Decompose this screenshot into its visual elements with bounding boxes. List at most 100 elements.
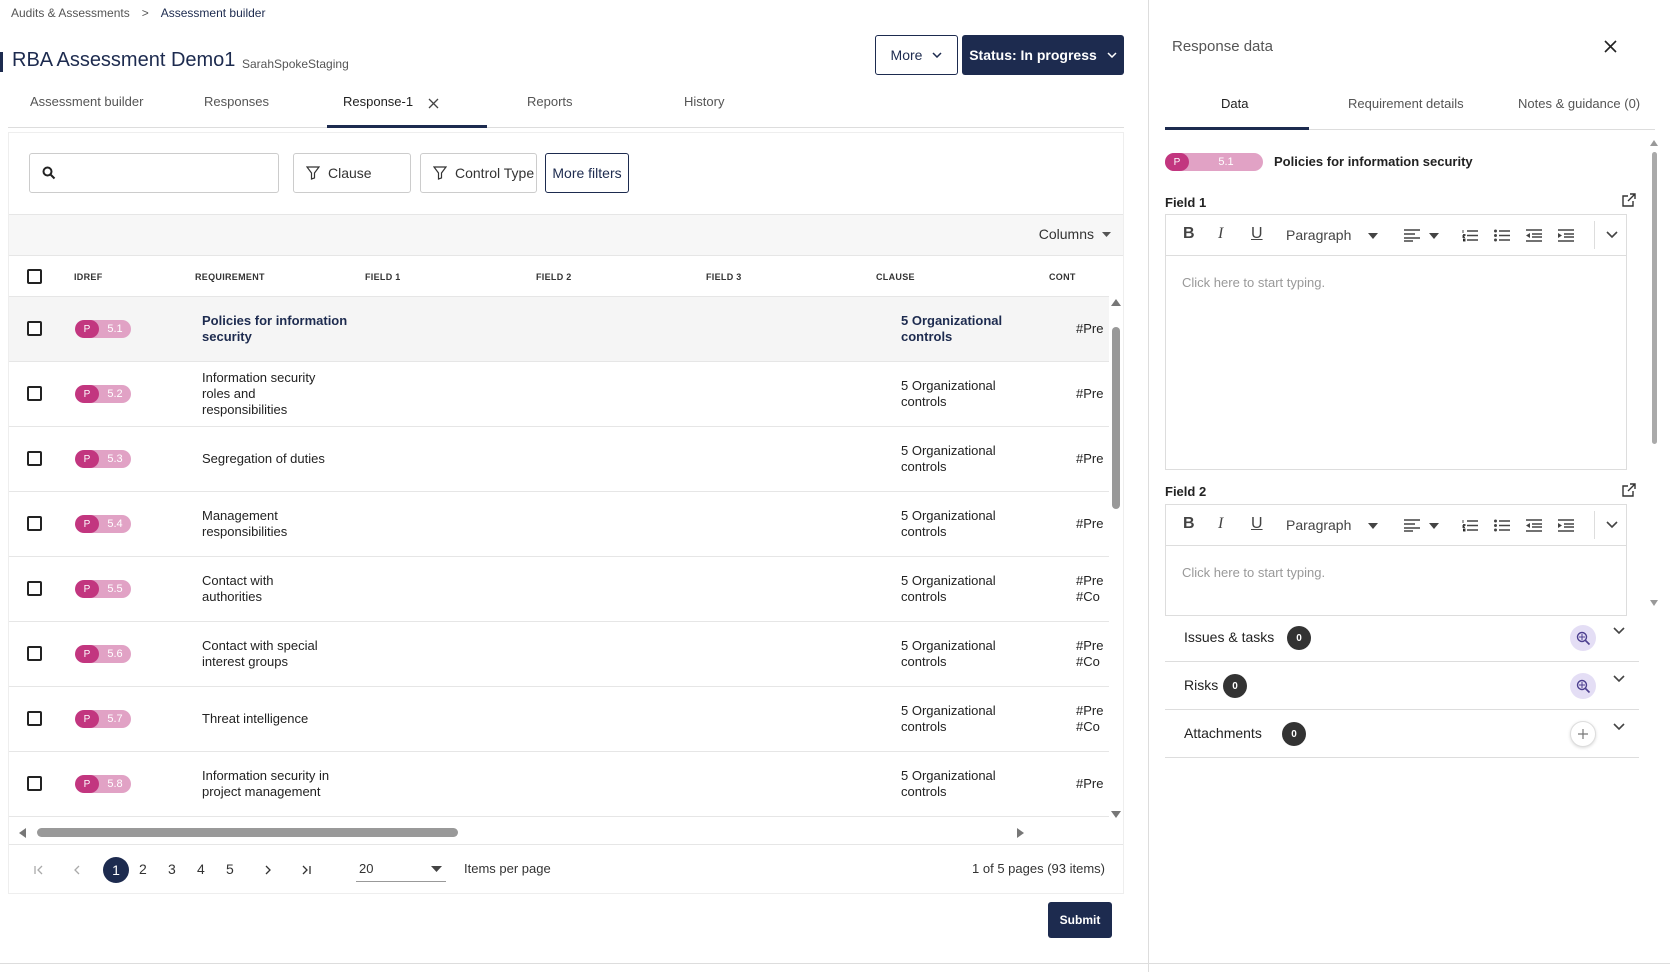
columns-button[interactable]: Columns [1039,226,1111,242]
row-checkbox[interactable] [27,321,42,336]
prev-page-icon[interactable] [73,865,81,875]
vertical-scroll-thumb[interactable] [1112,327,1120,509]
header-clause[interactable]: CLAUSE [876,272,915,282]
row-checkbox[interactable] [27,646,42,661]
requirement-cell[interactable]: Information security in project manageme… [202,768,330,799]
numbered-list-icon[interactable] [1462,229,1478,242]
table-row[interactable]: P 5.6 Contact with special interest group… [9,622,1109,687]
side-scrollbar[interactable] [1650,140,1658,610]
control-type-filter-button[interactable]: Control Type [420,153,537,193]
row-checkbox[interactable] [27,386,42,401]
submit-button[interactable]: Submit [1048,902,1112,938]
issues-tasks-section[interactable]: Issues & tasks 0 [1165,614,1639,662]
bold-button[interactable]: B [1183,225,1195,242]
scroll-down-icon[interactable] [1111,811,1121,818]
table-row[interactable]: P 5.3 Segregation of duties 5 Organizatio… [9,427,1109,492]
bullet-list-icon[interactable] [1494,229,1510,242]
tab-reports[interactable]: Reports [527,94,573,109]
link-risk-icon[interactable] [1570,673,1596,699]
tab-history[interactable]: History [684,94,725,109]
chevron-down-icon[interactable] [1613,723,1625,731]
header-requirement[interactable]: REQUIREMENT [195,272,265,282]
table-row[interactable]: P 5.2 Information security roles and resp… [9,362,1109,427]
requirement-cell[interactable]: Policies for information security [202,313,348,344]
align-left-icon[interactable] [1404,229,1420,242]
add-attachment-icon[interactable] [1570,721,1596,747]
field-2-editor[interactable]: B I U Paragraph Click here to start typi… [1165,504,1627,616]
horizontal-scrollbar[interactable] [9,823,1123,843]
close-tab-icon[interactable] [428,98,439,109]
align-left-icon[interactable] [1404,519,1420,532]
italic-button[interactable]: I [1218,225,1224,242]
header-cont[interactable]: CONT [1049,272,1076,282]
clause-filter-button[interactable]: Clause [293,153,411,193]
underline-button[interactable]: U [1251,225,1263,242]
row-checkbox[interactable] [27,451,42,466]
horizontal-scroll-thumb[interactable] [37,828,458,837]
scroll-left-icon[interactable] [19,828,26,838]
attachments-section[interactable]: Attachments 0 [1165,710,1639,758]
page-1-button[interactable]: 1 [103,857,129,883]
chevron-down-icon[interactable] [1613,675,1625,683]
row-checkbox[interactable] [27,581,42,596]
paragraph-format-select[interactable]: Paragraph [1286,227,1352,243]
row-checkbox[interactable] [27,711,42,726]
close-icon[interactable] [1604,40,1617,53]
page-2-button[interactable]: 2 [139,861,147,877]
requirement-cell[interactable]: Segregation of duties [202,451,325,466]
tab-assessment-builder[interactable]: Assessment builder [30,94,144,109]
tab-response-1[interactable]: Response-1 [343,94,414,109]
requirement-cell[interactable]: Contact with authorities [202,573,274,604]
link-issue-icon[interactable] [1570,625,1596,651]
scroll-right-icon[interactable] [1017,828,1024,838]
underline-button[interactable]: U [1251,515,1263,532]
risks-section[interactable]: Risks 0 [1165,662,1639,710]
table-row[interactable]: P 5.5 Contact with authorities 5 Organiza… [9,557,1109,622]
bold-button[interactable]: B [1183,515,1195,532]
scroll-up-icon[interactable] [1111,299,1121,306]
vertical-scrollbar[interactable] [1109,297,1123,822]
page-4-button[interactable]: 4 [197,861,205,877]
requirement-cell[interactable]: Contact with special interest groups [202,638,318,669]
table-row[interactable]: P 5.4 Management responsibilities 5 Organ… [9,492,1109,557]
tab-notes-guidance[interactable]: Notes & guidance (0) [1518,96,1641,111]
breadcrumb-parent[interactable]: Audits & Assessments [11,6,130,20]
first-page-icon[interactable] [34,865,44,875]
outdent-icon[interactable] [1526,519,1542,532]
table-row[interactable]: P 5.7 Threat intelligence 5 Organizationa… [9,687,1109,752]
more-button[interactable]: More [875,35,958,75]
tab-data[interactable]: Data [1221,96,1249,111]
indent-icon[interactable] [1558,229,1574,242]
chevron-down-icon[interactable] [1606,521,1618,529]
scroll-up-icon[interactable] [1650,140,1658,146]
page-3-button[interactable]: 3 [168,861,176,877]
row-checkbox[interactable] [27,776,42,791]
requirement-cell[interactable]: Information security roles and responsib… [202,370,316,417]
header-field-1[interactable]: FIELD 1 [365,272,401,282]
numbered-list-icon[interactable] [1462,519,1478,532]
search-input[interactable] [29,153,279,193]
items-per-page-select[interactable]: 20 [356,858,446,882]
requirement-cell[interactable]: Threat intelligence [202,711,309,726]
table-row[interactable]: P 5.8 Information security in project man… [9,752,1109,817]
field-1-editor[interactable]: B I U Paragraph Click here to start typi… [1165,214,1627,470]
chevron-down-icon[interactable] [1613,627,1625,635]
page-5-button[interactable]: 5 [226,861,234,877]
paragraph-format-select[interactable]: Paragraph [1286,517,1352,533]
tab-requirement-details[interactable]: Requirement details [1348,96,1464,111]
header-field-3[interactable]: FIELD 3 [706,272,742,282]
row-checkbox[interactable] [27,516,42,531]
external-link-icon[interactable] [1621,483,1636,498]
requirement-cell[interactable]: Management responsibilities [202,508,288,539]
status-dropdown-button[interactable]: Status: In progress [962,35,1124,75]
tab-responses[interactable]: Responses [204,94,270,109]
header-field-2[interactable]: FIELD 2 [536,272,572,282]
outdent-icon[interactable] [1526,229,1542,242]
side-scroll-thumb[interactable] [1652,152,1657,444]
external-link-icon[interactable] [1621,193,1636,208]
select-all-checkbox[interactable] [27,269,42,284]
bullet-list-icon[interactable] [1494,519,1510,532]
header-idref[interactable]: IDREF [74,272,103,282]
indent-icon[interactable] [1558,519,1574,532]
table-row[interactable]: P 5.1 Policies for information security 5… [9,297,1109,362]
